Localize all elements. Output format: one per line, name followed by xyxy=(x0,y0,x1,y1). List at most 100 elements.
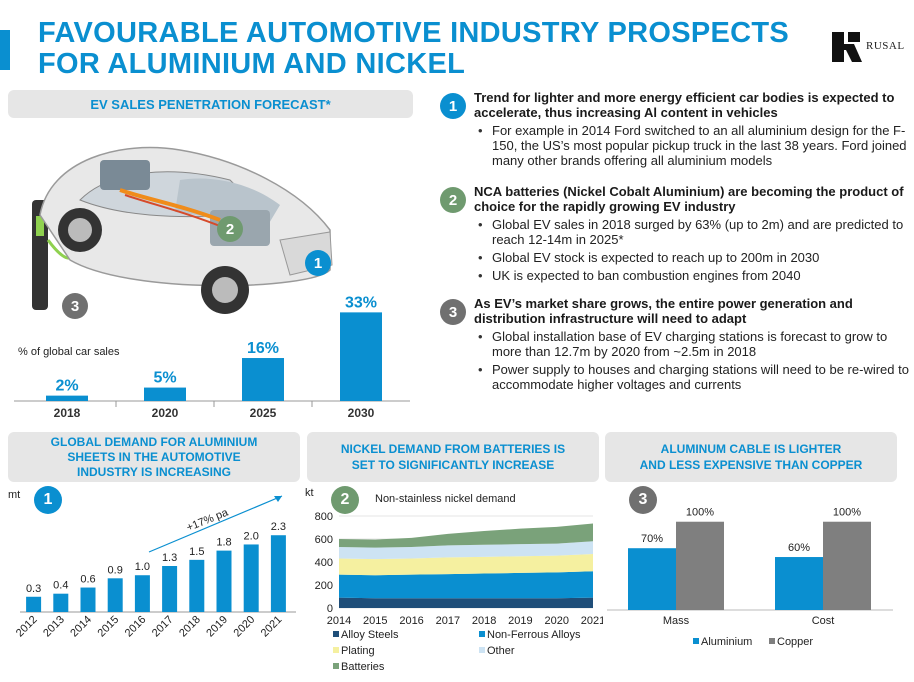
al-bar xyxy=(243,544,259,612)
cable-bar-label: 70% xyxy=(641,533,663,545)
logo-text: RUSAL xyxy=(866,40,905,52)
al-x-tick: 2020 xyxy=(232,614,258,640)
point-1-number-icon: 1 xyxy=(440,93,466,119)
al-x-tick: 2014 xyxy=(68,614,94,640)
cable-number-icon: 3 xyxy=(629,486,657,514)
al-bar-label: 2.3 xyxy=(271,521,286,533)
al-x-tick: 2016 xyxy=(123,614,149,640)
aluminium-sheets-chart: mt 0.3 2012 0.4 2013 0.6 2014 0.9 2015 1.0 2016 1.… xyxy=(8,489,296,640)
al-bar xyxy=(189,559,205,612)
ni-legend-label: Plating xyxy=(341,645,375,657)
nickel-number-icon: 2 xyxy=(331,486,359,514)
ev-bar xyxy=(242,358,284,401)
al-x-tick: 2019 xyxy=(204,614,230,640)
ev-bar xyxy=(340,312,382,401)
al-x-tick: 2017 xyxy=(150,614,176,640)
rusal-logo: RUSAL xyxy=(830,28,910,70)
al-bar-label: 0.9 xyxy=(108,564,123,576)
al-chart-ylabel: mt xyxy=(8,489,20,501)
ni-area-plating xyxy=(339,553,593,576)
al-bar-label: 0.3 xyxy=(26,583,41,595)
ni-x-tick: 2020 xyxy=(544,615,568,627)
marker-2-icon: 2 xyxy=(217,216,243,242)
al-bar-label: 1.8 xyxy=(216,537,231,549)
rusal-logo-icon xyxy=(832,32,862,62)
title-accent-bar xyxy=(0,30,10,70)
point-3: 3 As EV’s market share grows, the entire… xyxy=(440,296,910,392)
point-3-bullet: Power supply to houses and charging stat… xyxy=(474,362,910,392)
ni-y-tick: 200 xyxy=(315,580,333,592)
cable-bar-label: 60% xyxy=(788,542,810,554)
cable-bar-copper xyxy=(823,521,871,610)
page-title-line2: FOR ALUMINIUM AND NICKEL xyxy=(38,48,466,80)
ev-bar xyxy=(144,387,186,401)
al-bar xyxy=(53,593,69,612)
cable-bar-copper xyxy=(676,521,724,610)
cable-comparison-chart: 70% 100% Mass 60% 100% Cost Aluminium Copper xyxy=(607,507,893,648)
point-2-bullet: Global EV stock is expected to reach up … xyxy=(474,250,910,265)
cable-legend-label: Copper xyxy=(777,636,813,648)
al-x-tick: 2013 xyxy=(41,614,67,640)
ni-x-tick: 2016 xyxy=(399,615,423,627)
ni-x-tick: 2017 xyxy=(436,615,460,627)
ni-legend-label: Alloy Steels xyxy=(341,629,399,641)
ni-legend-label: Batteries xyxy=(341,661,385,673)
nickel-demand-heading: NICKEL DEMAND FROM BATTERIES IS SET TO S… xyxy=(307,432,599,482)
al-bar xyxy=(107,578,123,612)
al-bar xyxy=(80,587,96,612)
cable-bar-label: 100% xyxy=(833,507,861,519)
point-1-heading: Trend for lighter and more energy effici… xyxy=(474,90,895,120)
al-bar xyxy=(162,566,178,612)
al-x-tick: 2015 xyxy=(96,614,122,640)
nickel-demand-chart: kt Non-stainless nickel demand 0 200 400 60… xyxy=(305,487,603,673)
cable-bar-aluminium xyxy=(628,548,676,610)
ni-chart-title: Non-stainless nickel demand xyxy=(375,493,516,505)
ni-x-tick: 2019 xyxy=(508,615,532,627)
point-1: 1 Trend for lighter and more energy effi… xyxy=(440,90,910,168)
point-2-bullet: Global EV sales in 2018 surged by 63% (u… xyxy=(474,217,910,247)
ev-x-tick: 2025 xyxy=(250,406,277,420)
growth-arrow-head-icon xyxy=(274,496,282,502)
ni-y-tick: 600 xyxy=(315,534,333,546)
point-3-bullet: Global installation base of EV charging … xyxy=(474,329,910,359)
ev-x-tick: 2020 xyxy=(152,406,179,420)
ev-forecast-heading: EV SALES PENETRATION FORECAST* xyxy=(8,90,413,118)
ev-x-tick: 2018 xyxy=(54,406,81,420)
al-bar-label: 0.6 xyxy=(80,574,95,586)
al-bar xyxy=(216,550,232,612)
al-bar xyxy=(134,575,150,612)
page-title: FAVOURABLE AUTOMOTIVE INDUSTRY PROSPECTS… xyxy=(38,18,828,80)
point-3-heading: As EV’s market share grows, the entire p… xyxy=(474,296,853,326)
cable-legend-swatch xyxy=(769,638,775,644)
ni-area-alloy-steels xyxy=(339,597,593,608)
ni-legend-label: Other xyxy=(487,645,515,657)
al-bar xyxy=(26,596,42,612)
ni-x-tick: 2015 xyxy=(363,615,387,627)
cable-x-tick: Cost xyxy=(812,615,835,627)
point-2-number-icon: 2 xyxy=(440,187,466,213)
point-2-bullet: UK is expected to ban combustion engines… xyxy=(474,268,910,283)
al-bar xyxy=(270,535,286,612)
ev-bar-label: 33% xyxy=(345,294,377,311)
marker-1-icon: 1 xyxy=(305,250,331,276)
al-x-tick: 2018 xyxy=(177,614,203,640)
ev-bar xyxy=(46,395,88,401)
marker-3-icon: 3 xyxy=(62,293,88,319)
point-2-heading: NCA batteries (Nickel Cobalt Aluminium) … xyxy=(474,184,904,214)
ni-area-non-ferrous-alloys xyxy=(339,571,593,599)
al-x-tick: 2021 xyxy=(259,614,285,640)
ni-x-tick: 2018 xyxy=(472,615,496,627)
aluminium-demand-heading: GLOBAL DEMAND FOR ALUMINIUM SHEETS IN TH… xyxy=(8,432,300,482)
ev-chart-ylabel: % of global car sales xyxy=(18,346,120,358)
page-title-line1: FAVOURABLE AUTOMOTIVE INDUSTRY PROSPECTS xyxy=(38,17,790,49)
ni-area-other xyxy=(339,541,593,560)
ni-area-batteries xyxy=(339,523,593,548)
ni-y-tick: 0 xyxy=(327,603,333,615)
point-3-number-icon: 3 xyxy=(440,299,466,325)
ni-legend-swatch xyxy=(479,647,485,653)
al-bar-label: 1.0 xyxy=(135,561,150,573)
cable-heading: ALUMINUM CABLE IS LIGHTER AND LESS EXPEN… xyxy=(605,432,897,482)
al-bar-label: 1.3 xyxy=(162,552,177,564)
point-1-bullet: For example in 2014 Ford switched to an … xyxy=(474,123,910,168)
aluminium-number-icon: 1 xyxy=(34,486,62,514)
